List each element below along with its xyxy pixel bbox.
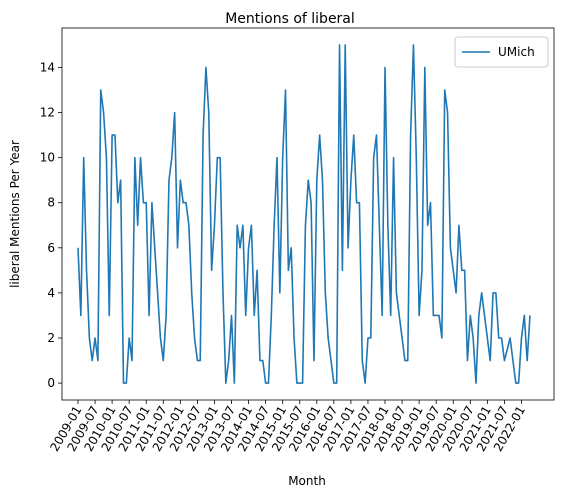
y-axis-title: liberal Mentions Per Year (8, 140, 22, 288)
legend-box (454, 36, 549, 68)
y-tick-label: 2 (47, 331, 55, 345)
y-tick-label: 0 (47, 376, 55, 390)
legend: UMich (454, 36, 549, 68)
y-tick-label: 8 (47, 196, 55, 210)
plot-frame (61, 27, 555, 401)
y-tick-label: 6 (47, 241, 55, 255)
y-tick-label: 10 (40, 151, 55, 165)
x-axis-title: Month (288, 474, 326, 488)
legend-label: UMich (498, 45, 535, 59)
series-line (77, 44, 531, 384)
y-axis-ticks: 0 2 4 6 8 10 12 14 (40, 60, 62, 390)
y-tick-label: 12 (40, 106, 55, 120)
y-tick-label: 4 (47, 286, 55, 300)
series-layer (77, 44, 531, 384)
chart-title: Mentions of liberal (225, 11, 355, 27)
x-axis-ticks: 2009-012009-072010-012010-072011-012011-… (47, 400, 528, 454)
y-tick-label: 14 (40, 60, 55, 74)
